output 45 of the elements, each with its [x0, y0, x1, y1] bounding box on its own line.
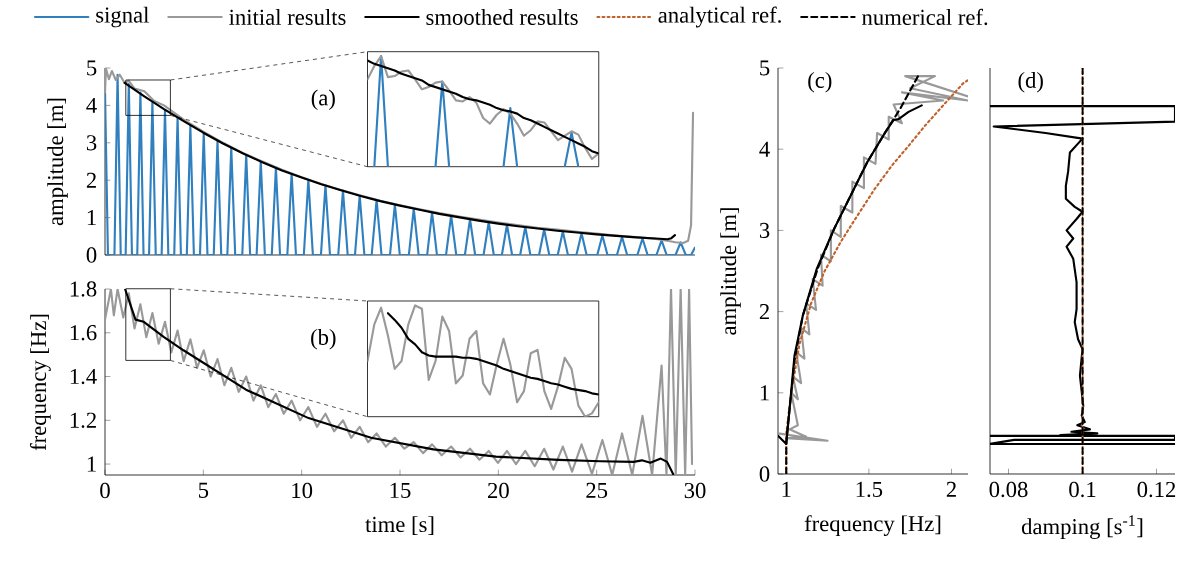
- x-tick-label: 30: [684, 482, 706, 499]
- y-tick-label: 1: [87, 456, 96, 472]
- y-tick-label: 1: [87, 210, 96, 226]
- x-tick-label: 5: [198, 482, 209, 498]
- y-tick-label: 5: [87, 60, 97, 76]
- y-tick-label: 1.4: [70, 368, 97, 385]
- x-axis-title: frequency [Hz]: [804, 515, 941, 536]
- x-tick-label: 15: [390, 482, 411, 499]
- y-tick-label: 0: [86, 247, 97, 263]
- x-axis-title: damping [s$^{-1}$]: [1021, 515, 1143, 539]
- x-tick-label: 25: [586, 482, 608, 499]
- text: numerical ref.: [862, 8, 988, 26]
- y-tick-label: 2: [86, 172, 96, 188]
- x-tick-label: 1: [782, 481, 791, 497]
- y-tick-label: 1.8: [70, 281, 97, 297]
- annotation: (a): [311, 89, 335, 111]
- annotation: (b): [311, 328, 336, 350]
- legend-label: smoothed results: [426, 9, 578, 25]
- y-axis-title: amplitude [m]: [47, 98, 68, 226]
- x-axis-title: time [s]: [365, 516, 434, 535]
- y-tick-label: 5: [760, 60, 770, 76]
- x-tick-label: 20: [488, 482, 509, 499]
- annotation: (c): [808, 71, 832, 93]
- y-tick-label: 4: [759, 141, 770, 157]
- x-tick-label: 2: [946, 481, 956, 497]
- legend-label: initial results: [229, 9, 346, 25]
- y-tick-label: 1: [760, 385, 769, 401]
- y-tick-label: 0: [759, 466, 770, 482]
- y-tick-label: 4: [86, 97, 97, 113]
- y-axis-title: amplitude [m]: [720, 208, 741, 335]
- text: analytical ref.: [658, 6, 781, 28]
- y-tick-label: 1.6: [70, 325, 97, 341]
- y-axis-title: frequency [Hz]: [29, 314, 51, 451]
- legend-label: signal: [96, 6, 149, 28]
- x-tick-label: 1.5: [856, 481, 883, 498]
- annotation: (d): [1018, 71, 1043, 93]
- x-tick-label: 0: [100, 482, 110, 499]
- y-tick-label: 2: [759, 304, 769, 320]
- x-tick-label: 0.08: [989, 481, 1028, 498]
- y-tick-label: 3: [759, 222, 770, 239]
- x-tick-label: 0.12: [1137, 481, 1176, 498]
- y-tick-label: 3: [86, 135, 97, 151]
- y-tick-label: 1.2: [70, 412, 96, 428]
- x-tick-label: 10: [292, 482, 313, 499]
- x-tick-label: 0.1: [1069, 481, 1096, 498]
